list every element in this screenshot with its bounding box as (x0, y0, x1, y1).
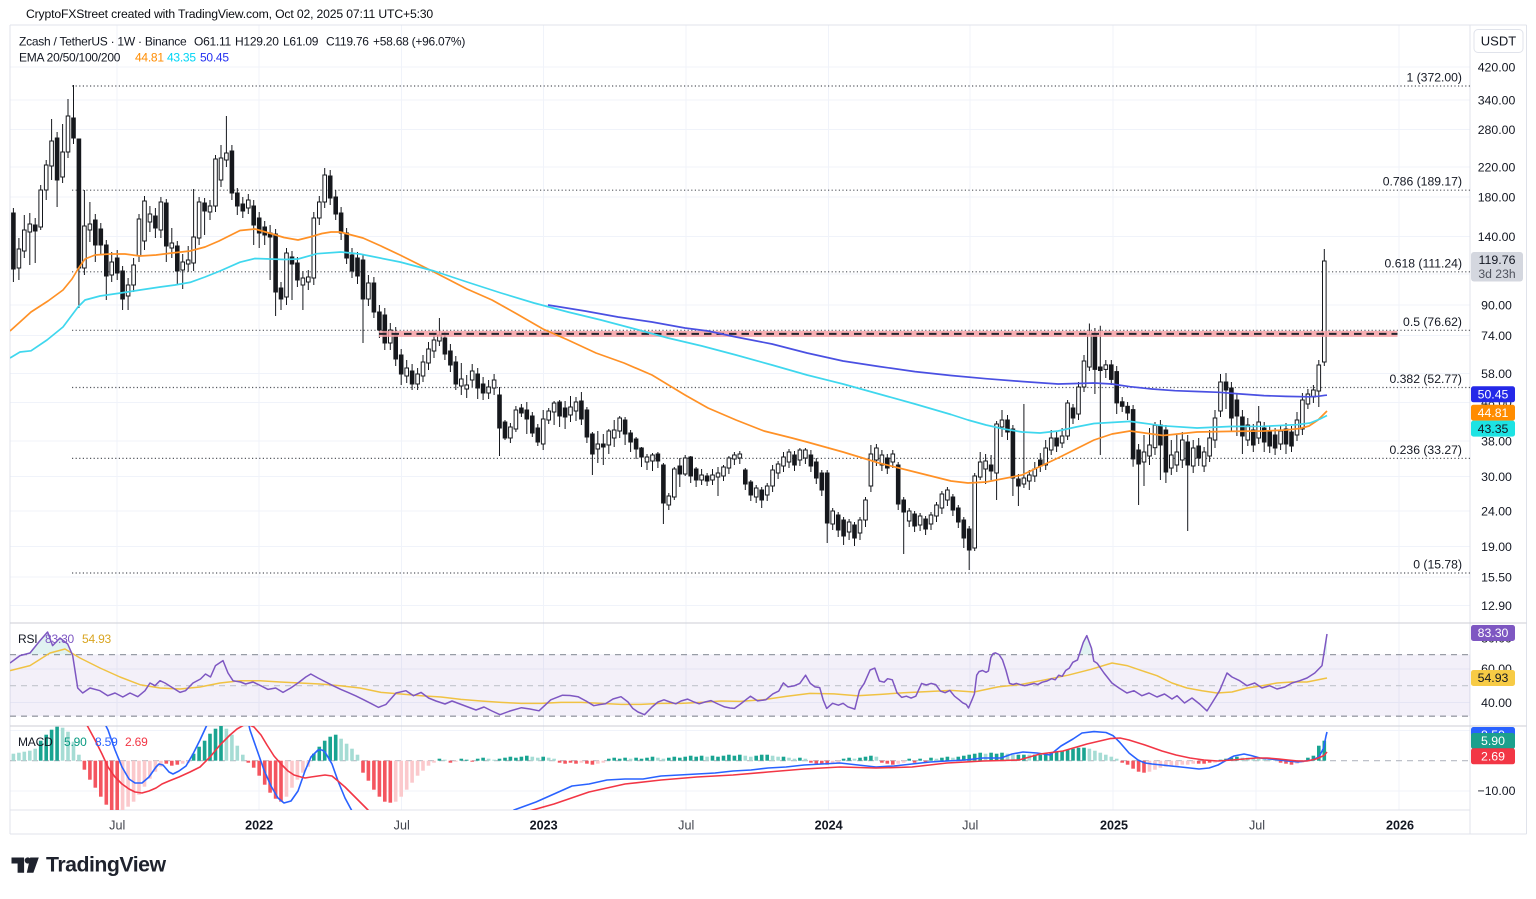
svg-text:0 (15.78): 0 (15.78) (1413, 558, 1462, 572)
svg-text:2023: 2023 (530, 819, 558, 833)
svg-text:58.00: 58.00 (1481, 367, 1512, 381)
svg-text:Jul: Jul (394, 819, 410, 833)
svg-text:15.50: 15.50 (1481, 570, 1512, 584)
svg-text:38.00: 38.00 (1481, 434, 1512, 448)
svg-text:1 (372.00): 1 (372.00) (1406, 71, 1462, 85)
svg-text:5.90: 5.90 (1481, 734, 1505, 748)
svg-text:119.76: 119.76 (1479, 253, 1516, 267)
svg-text:340.00: 340.00 (1478, 93, 1516, 107)
svg-text:280.00: 280.00 (1478, 123, 1516, 137)
svg-text:0.618 (111.24): 0.618 (111.24) (1385, 256, 1462, 270)
svg-text:−10.00: −10.00 (1478, 784, 1516, 798)
svg-text:CryptoFXStreet created with Tr: CryptoFXStreet created with TradingView.… (26, 7, 433, 21)
svg-text:54.93: 54.93 (1478, 671, 1509, 685)
svg-text:24.00: 24.00 (1481, 504, 1512, 518)
svg-text:2025: 2025 (1100, 819, 1128, 833)
svg-text:90.00: 90.00 (1481, 298, 1512, 312)
svg-text:2026: 2026 (1386, 819, 1414, 833)
svg-text:0.382 (52.77): 0.382 (52.77) (1389, 372, 1462, 386)
svg-text:0.786 (189.17): 0.786 (189.17) (1383, 175, 1462, 189)
svg-text:12.90: 12.90 (1481, 599, 1512, 613)
svg-text:3d 23h: 3d 23h (1478, 267, 1515, 281)
svg-text:Jul: Jul (1249, 819, 1265, 833)
svg-text:74.00: 74.00 (1481, 329, 1512, 343)
svg-text:2024: 2024 (815, 819, 843, 833)
svg-text:USDT: USDT (1481, 34, 1516, 49)
svg-text:2.69: 2.69 (1481, 750, 1505, 764)
svg-text:Zcash / TetherUS · 1W · Binanc: Zcash / TetherUS · 1W · Binance O61.11 H12… (19, 35, 465, 49)
svg-text:19.00: 19.00 (1481, 540, 1512, 554)
svg-text:2022: 2022 (245, 819, 273, 833)
svg-text:30.00: 30.00 (1481, 470, 1512, 484)
svg-text:0.236 (33.27): 0.236 (33.27) (1389, 443, 1462, 457)
svg-text:44.81: 44.81 (1478, 406, 1509, 420)
svg-text:83.30: 83.30 (1478, 626, 1509, 640)
svg-text:420.00: 420.00 (1478, 60, 1516, 74)
svg-text:40.00: 40.00 (1481, 696, 1512, 710)
svg-text:43.35: 43.35 (1478, 422, 1509, 436)
svg-text:Jul: Jul (962, 819, 978, 833)
svg-text:Jul: Jul (678, 819, 694, 833)
svg-text:TradingView: TradingView (46, 853, 166, 877)
svg-text:220.00: 220.00 (1478, 160, 1516, 174)
svg-text:140.00: 140.00 (1478, 230, 1516, 244)
svg-text:Jul: Jul (109, 819, 125, 833)
svg-text:0.5 (76.62): 0.5 (76.62) (1403, 315, 1462, 329)
svg-text:180.00: 180.00 (1478, 190, 1516, 204)
svg-text:50.45: 50.45 (1478, 388, 1509, 402)
